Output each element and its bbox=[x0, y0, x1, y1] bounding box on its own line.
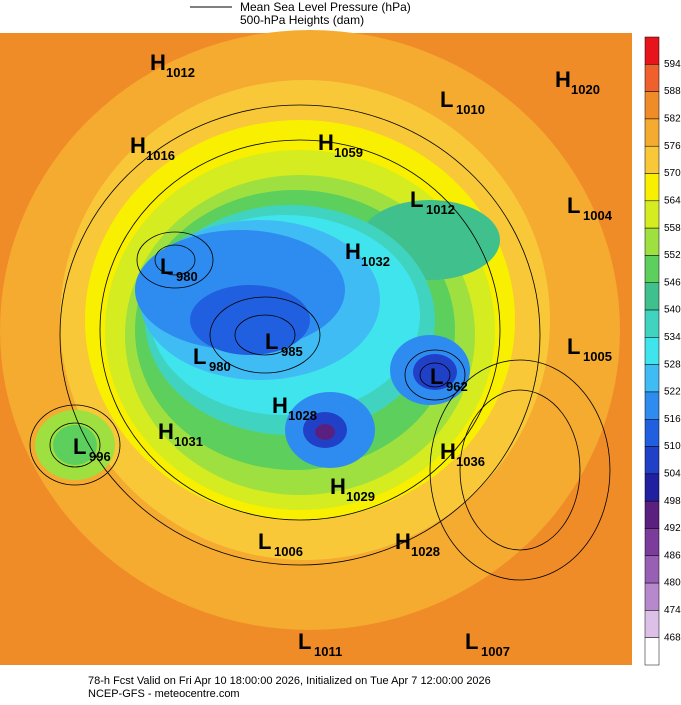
center-type: L bbox=[265, 329, 278, 354]
colorbar-cell bbox=[644, 309, 660, 338]
center-type: H bbox=[395, 529, 411, 554]
colorbar-cell bbox=[644, 446, 660, 475]
colorbar-cell bbox=[644, 419, 660, 447]
center-type: L bbox=[193, 344, 206, 369]
colorbar-cell bbox=[644, 610, 660, 638]
colorbar-tick-label: 492 bbox=[664, 523, 681, 534]
colorbar-tick-label: 468 bbox=[664, 632, 681, 643]
colorbar-tick-label: 582 bbox=[664, 114, 681, 125]
center-pressure: 996 bbox=[89, 449, 111, 464]
colorbar-tick-label: 570 bbox=[664, 168, 681, 179]
colorbar-tick-label: 504 bbox=[664, 469, 681, 480]
center-pressure: 980 bbox=[176, 269, 198, 284]
center-pressure: 1028 bbox=[288, 408, 317, 423]
center-pressure: 1005 bbox=[583, 349, 612, 364]
center-type: L bbox=[440, 87, 453, 112]
colorbar-tick-label: 528 bbox=[664, 359, 681, 370]
colorbar-tick-label: 498 bbox=[664, 496, 681, 507]
colorbar-cell bbox=[644, 582, 660, 611]
center-pressure: 962 bbox=[446, 379, 468, 394]
center-type: L bbox=[298, 629, 311, 654]
colorbar-cell bbox=[644, 227, 660, 256]
colorbar-cell bbox=[644, 528, 660, 557]
colorbar-cell bbox=[644, 391, 660, 420]
map bbox=[0, 30, 632, 665]
center-type: H bbox=[440, 439, 456, 464]
center-type: H bbox=[555, 67, 571, 92]
colorbar-cell bbox=[644, 36, 660, 65]
center-type: L bbox=[410, 187, 423, 212]
center-pressure: 1006 bbox=[274, 544, 303, 559]
colorbar-cell bbox=[644, 145, 660, 174]
center-pressure: 1031 bbox=[174, 434, 203, 449]
center-pressure: 1016 bbox=[146, 148, 175, 163]
colorbar-tick-label: 534 bbox=[664, 332, 681, 343]
center-type: L bbox=[567, 334, 580, 359]
colorbar-cell bbox=[644, 364, 660, 393]
center-type: H bbox=[330, 474, 346, 499]
colorbar-tick-label: 540 bbox=[664, 305, 681, 316]
colorbar-cell bbox=[644, 282, 660, 311]
colorbar-cell bbox=[644, 200, 660, 229]
center-pressure: 1007 bbox=[481, 644, 510, 659]
center-pressure: 1036 bbox=[456, 454, 485, 469]
center-type: L bbox=[73, 434, 86, 459]
colorbar-cell bbox=[644, 637, 660, 666]
footer-line-2: NCEP-GFS - meteocentre.com bbox=[88, 688, 240, 700]
colorbar-tick-label: 474 bbox=[664, 605, 681, 616]
center-pressure: 1028 bbox=[411, 544, 440, 559]
center-pressure: 1029 bbox=[346, 489, 375, 504]
colorbar-tick-label: 594 bbox=[664, 59, 681, 70]
colorbar: 594 588 582 576 570 564 558 552 546 540 534 528 522 5… bbox=[644, 36, 681, 666]
colorbar-tick-label: 510 bbox=[664, 441, 681, 452]
colorbar-tick-label: 546 bbox=[664, 277, 681, 288]
center-pressure: 1059 bbox=[334, 145, 363, 160]
center-type: H bbox=[272, 393, 288, 418]
colorbar-tick-label: 522 bbox=[664, 387, 681, 398]
colorbar-tick-label: 558 bbox=[664, 223, 681, 234]
center-pressure: 1032 bbox=[361, 254, 390, 269]
colorbar-cell bbox=[644, 500, 660, 529]
colorbar-cell bbox=[644, 91, 660, 120]
center-type: H bbox=[150, 50, 166, 75]
center-type: L bbox=[160, 254, 173, 279]
center-pressure: 980 bbox=[209, 359, 231, 374]
colorbar-tick-label: 552 bbox=[664, 250, 681, 261]
center-type: H bbox=[130, 133, 146, 158]
colorbar-cell bbox=[644, 555, 660, 584]
center-type: H bbox=[318, 130, 334, 155]
center-pressure: 1004 bbox=[583, 208, 613, 223]
colorbar-cell bbox=[644, 473, 660, 502]
colorbar-tick-label: 576 bbox=[664, 141, 681, 152]
center-type: L bbox=[465, 629, 478, 654]
center-type: H bbox=[158, 419, 174, 444]
center-pressure: 1012 bbox=[166, 65, 195, 80]
colorbar-cell bbox=[644, 173, 660, 202]
footer-line-1: 78-h Fcst Valid on Fri Apr 10 18:00:00 2… bbox=[88, 675, 491, 687]
center-type: L bbox=[258, 529, 271, 554]
center-type: L bbox=[430, 364, 443, 389]
colorbar-tick-label: 588 bbox=[664, 86, 681, 97]
center-pressure: 1011 bbox=[314, 644, 342, 659]
colorbar-tick-label: 564 bbox=[664, 195, 681, 206]
center-pressure: 1012 bbox=[426, 202, 455, 217]
center-pressure: 985 bbox=[281, 344, 303, 359]
center-type: L bbox=[567, 193, 580, 218]
legend-fill-label: 500-hPa Heights (dam) bbox=[240, 13, 364, 27]
colorbar-cell bbox=[644, 255, 660, 283]
center-pressure: 1010 bbox=[456, 102, 485, 117]
colorbar-tick-label: 486 bbox=[664, 550, 681, 561]
center-type: H bbox=[345, 239, 361, 264]
colorbar-cell bbox=[644, 64, 660, 92]
colorbar-tick-label: 516 bbox=[664, 414, 681, 425]
center-pressure: 1020 bbox=[571, 82, 600, 97]
colorbar-tick-label: 480 bbox=[664, 578, 681, 589]
colorbar-cell bbox=[644, 118, 660, 147]
legend-line-label: Mean Sea Level Pressure (hPa) bbox=[240, 0, 411, 14]
colorbar-cell bbox=[644, 337, 660, 365]
